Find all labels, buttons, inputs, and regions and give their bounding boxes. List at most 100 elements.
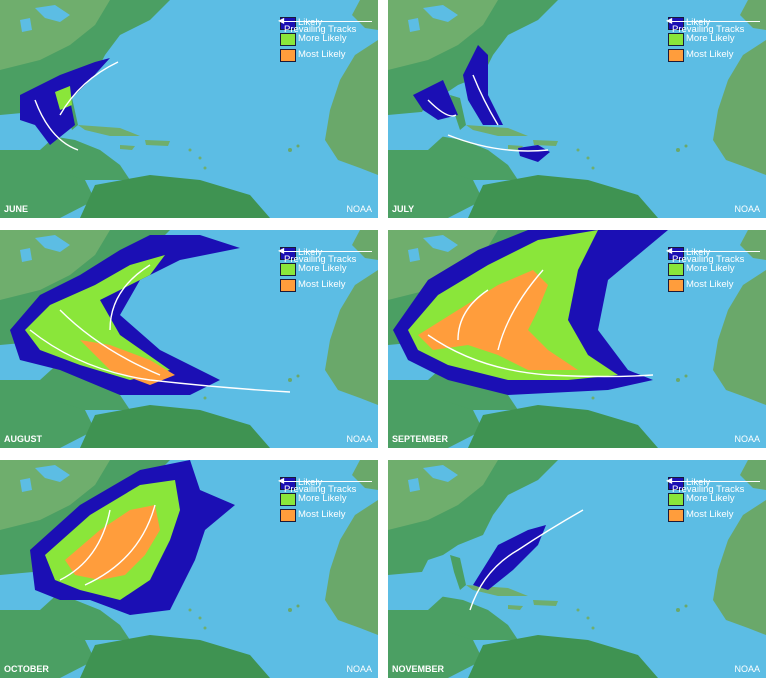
most-likely-label: Most Likely [686,49,734,60]
arrow-left-icon: ◀ [278,476,285,485]
credit-label: NOAA [346,664,372,674]
likely-label: Likely [298,247,323,258]
map-svg-november [388,460,766,678]
map-svg-october [0,460,378,678]
tracks-legend: ◀ Prevailing Tracks [666,16,760,35]
legend: Likely More Likely Most Likely ◀ Prevaili… [278,246,372,294]
month-label: AUGUST [4,434,42,444]
zone-most-likely-august [80,340,175,385]
tracks-label: Prevailing Tracks [284,24,357,35]
likely-label: Likely [686,247,711,258]
most-likely-swatch [280,279,296,292]
arrow-left-icon: ◀ [278,16,285,25]
map-panel-october: Likely More Likely Most Likely ◀ Prevaili… [0,460,378,678]
month-label: JUNE [4,204,29,214]
likely-label: Likely [298,17,323,28]
most-likely-swatch [668,279,684,292]
more-likely-label: More Likely [298,263,347,274]
track-november [469,509,584,611]
track-june-1 [34,99,79,151]
track-september-2 [457,289,489,341]
tracks-label: Prevailing Tracks [672,24,745,35]
tracks-label: Prevailing Tracks [284,254,357,265]
arrow-left-icon: ◀ [278,246,285,255]
track-september-1 [427,334,654,378]
likely-swatch [280,477,296,490]
credit-label: NOAA [734,434,760,444]
more-likely-label: More Likely [686,263,735,274]
tracks-legend: ◀ Prevailing Tracks [666,246,760,265]
likely-swatch [668,17,684,30]
arrow-left-icon: ◀ [666,246,673,255]
most-likely-label: Most Likely [298,509,346,520]
most-likely-label: Most Likely [686,279,734,290]
zone-likely-july-2 [463,45,503,125]
credit-label: NOAA [734,204,760,214]
tracks-label: Prevailing Tracks [672,254,745,265]
legend: Likely More Likely Most Likely ◀ Prevaili… [278,16,372,64]
legend: Likely More Likely Most Likely ◀ Prevaili… [666,16,760,64]
track-august-2 [59,309,161,376]
more-likely-swatch [668,493,684,506]
track-august-3 [109,264,151,331]
more-likely-swatch [280,493,296,506]
map-svg-august [0,230,378,448]
likely-swatch [280,247,296,260]
track-august-1 [29,329,291,393]
credit-label: NOAA [346,204,372,214]
track-july-2 [472,74,499,126]
month-label: NOVEMBER [392,664,445,674]
arrow-left-icon: ◀ [666,476,673,485]
legend: Likely More Likely Most Likely ◀ Prevaili… [666,246,760,294]
likely-swatch [668,247,684,260]
track-september-3 [497,269,544,351]
track-july-3 [447,134,549,152]
track-july-1 [427,99,457,117]
map-panel-september: Likely More Likely Most Likely ◀ Prevaili… [388,230,766,448]
month-label: JULY [392,204,415,214]
tracks-legend: ◀ Prevailing Tracks [666,476,760,495]
most-likely-swatch [668,49,684,62]
map-svg-july [388,0,766,218]
zone-most-likely-october [65,505,160,580]
map-panel-november: Likely More Likely Most Likely ◀ Prevaili… [388,460,766,678]
legend: Likely More Likely Most Likely ◀ Prevaili… [666,476,760,524]
zone-most-likely-september [418,270,578,370]
zone-more-likely-august [25,255,170,380]
month-label: SEPTEMBER [392,434,449,444]
likely-label: Likely [686,17,711,28]
more-likely-swatch [668,263,684,276]
tracks-legend: ◀ Prevailing Tracks [278,476,372,495]
legend: Likely More Likely Most Likely ◀ Prevaili… [278,476,372,524]
tracks-legend: ◀ Prevailing Tracks [278,246,372,265]
tracks-label: Prevailing Tracks [284,484,357,495]
more-likely-label: More Likely [686,493,735,504]
most-likely-label: Most Likely [298,279,346,290]
more-likely-swatch [280,33,296,46]
more-likely-label: More Likely [298,33,347,44]
arrow-left-icon: ◀ [666,16,673,25]
map-svg-june [0,0,378,218]
more-likely-swatch [668,33,684,46]
more-likely-swatch [280,263,296,276]
most-likely-swatch [668,509,684,522]
map-svg-september [388,230,766,448]
map-panel-june: Likely More Likely Most Likely ◀ Prevaili… [0,0,378,218]
most-likely-label: Most Likely [686,509,734,520]
tracks-label: Prevailing Tracks [672,484,745,495]
month-label: OCTOBER [4,664,49,674]
most-likely-swatch [280,49,296,62]
track-june-2 [59,61,119,116]
most-likely-swatch [280,509,296,522]
map-panel-august: Likely More Likely Most Likely ◀ Prevaili… [0,230,378,448]
likely-swatch [280,17,296,30]
zone-likely-july-1 [413,80,458,120]
most-likely-label: Most Likely [298,49,346,60]
track-october-2 [84,504,156,586]
credit-label: NOAA [346,434,372,444]
map-panel-july: Likely More Likely Most Likely ◀ Prevaili… [388,0,766,218]
likely-swatch [668,477,684,490]
zone-likely-july-3 [518,145,550,162]
credit-label: NOAA [734,664,760,674]
more-likely-label: More Likely [686,33,735,44]
